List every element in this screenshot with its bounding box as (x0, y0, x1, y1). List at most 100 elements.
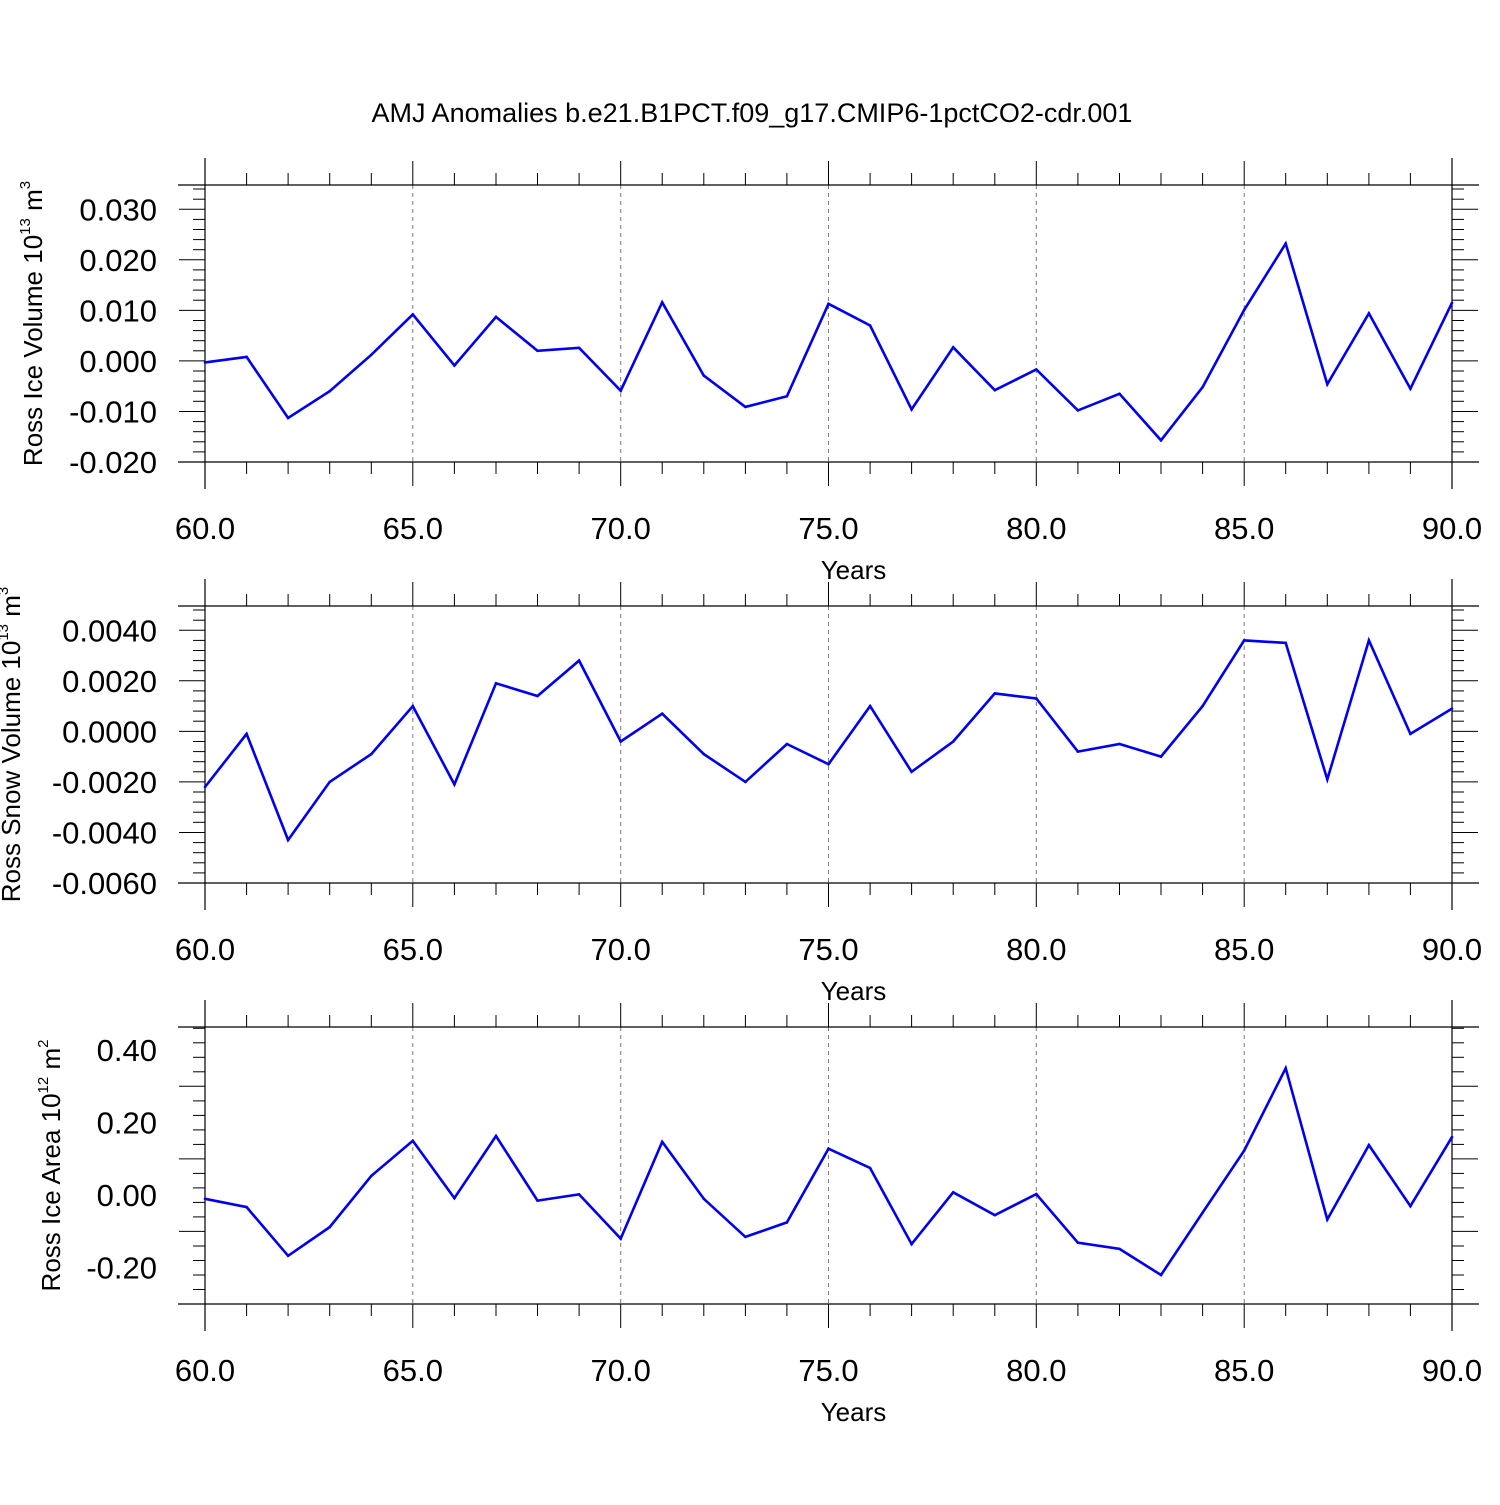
data-point (868, 704, 872, 708)
data-point (744, 780, 747, 784)
x-tick-label: 60.0 (175, 511, 235, 546)
data-point (245, 732, 248, 736)
y-axis-title-unit: m (0, 595, 26, 624)
data-point (744, 405, 747, 409)
panel-1: 60.0 65.0 70.0 75.0 80.0 85.0 90.0 -0.020 -0.010… (17, 158, 1482, 585)
data-point (619, 740, 622, 743)
y-axis-title: Ross Snow Volume 1013 m3 (0, 587, 26, 903)
data-point (744, 1235, 747, 1239)
panel-2: 60.0 65.0 70.0 75.0 80.0 85.0 90.0 -0.0060 -0.00… (0, 579, 1482, 1006)
y-axis-title-unit: m (18, 189, 48, 218)
y-axis-title-unit-exponent: 2 (35, 1040, 52, 1048)
x-tick-label: 75.0 (798, 932, 858, 967)
data-point (411, 704, 415, 708)
x-tick-label: 80.0 (1006, 1353, 1066, 1388)
data-point (203, 785, 207, 789)
y-axis-title-exponent: 13 (0, 624, 12, 641)
x-tick-label: 75.0 (798, 511, 858, 546)
y-axis-title: Ross Ice Volume 1013 m3 (17, 181, 48, 466)
data-point (1076, 409, 1080, 412)
data-point (370, 1174, 373, 1178)
data-point (494, 1134, 498, 1138)
y-axis-title-base: Ross Ice Volume 10 (18, 235, 48, 466)
data-point (411, 313, 415, 316)
data-point (1201, 385, 1204, 389)
data-point (1450, 301, 1454, 305)
data-point (536, 694, 539, 698)
data-point (1159, 439, 1163, 442)
data-point (1450, 1135, 1454, 1139)
panel-3: 60.0 65.0 70.0 75.0 80.0 85.0 90.0 -0.20 0.00 0.2… (35, 1000, 1482, 1427)
x-axis-title: Years (821, 555, 887, 585)
y-tick-label: 0.0000 (62, 714, 157, 749)
data-point (910, 770, 913, 774)
data-point (868, 324, 872, 327)
x-tick-label: 70.0 (591, 511, 651, 546)
data-point (785, 395, 789, 398)
data-point (1035, 368, 1038, 371)
y-tick-label: 0.0020 (62, 664, 157, 699)
y-axis-title-base: Ross Ice Area 10 (36, 1093, 66, 1291)
data-point (951, 1191, 955, 1194)
data-point (1450, 707, 1454, 710)
y-tick-label: -0.020 (69, 445, 157, 480)
y-axis-title-exponent: 12 (35, 1077, 52, 1094)
y-tick-label: 0.40 (97, 1033, 157, 1068)
y-tick-label: -0.0020 (52, 765, 157, 800)
y-tick-label: 0.020 (79, 243, 157, 278)
data-point (286, 416, 290, 420)
data-point (619, 1237, 622, 1240)
data-point (370, 752, 373, 756)
data-point (494, 682, 498, 685)
data-point (370, 353, 373, 357)
x-tick-label: 90.0 (1422, 1353, 1482, 1388)
y-tick-label: 0.010 (79, 293, 157, 328)
data-point (286, 1254, 290, 1258)
y-tick-label: 0.0040 (62, 613, 157, 648)
y-tick-label: 0.20 (97, 1106, 157, 1141)
data-point (453, 1196, 456, 1200)
data-point (328, 780, 332, 784)
data-point (1409, 732, 1412, 736)
data-point (993, 1213, 997, 1217)
data-point (245, 355, 248, 359)
data-point (868, 1166, 872, 1170)
data-point (702, 1197, 706, 1201)
x-tick-label: 85.0 (1214, 511, 1274, 546)
data-point (1284, 641, 1287, 645)
y-axis-title-unit: m (36, 1048, 66, 1077)
data-point (577, 346, 581, 350)
data-point (245, 1205, 248, 1209)
x-tick-label: 80.0 (1006, 511, 1066, 546)
data-point (1326, 778, 1329, 781)
x-tick-label: 60.0 (175, 932, 235, 967)
x-tick-label: 65.0 (383, 1353, 443, 1388)
data-point (1367, 312, 1371, 315)
x-axis-title: Years (821, 976, 887, 1006)
data-point (619, 389, 622, 393)
x-tick-label: 90.0 (1422, 511, 1482, 546)
data-point (328, 389, 332, 393)
data-point (1076, 750, 1080, 753)
data-point (577, 659, 581, 662)
data-point (1284, 242, 1287, 245)
data-point (494, 315, 498, 319)
data-point (411, 1139, 415, 1143)
y-tick-label: -0.0060 (52, 866, 157, 901)
data-point (1409, 387, 1412, 391)
data-point (1076, 1241, 1080, 1244)
data-point (785, 742, 789, 746)
data-point (1367, 1143, 1371, 1147)
data-point (1284, 1066, 1287, 1070)
data-point (702, 752, 706, 756)
data-point (1035, 1192, 1038, 1196)
y-axis-title-base: Ross Snow Volume 10 (0, 641, 26, 903)
data-point (660, 301, 664, 304)
x-tick-label: 60.0 (175, 1353, 235, 1388)
data-point (660, 1140, 664, 1144)
x-tick-label: 65.0 (383, 511, 443, 546)
data-point (1159, 1273, 1163, 1277)
data-point (328, 1225, 332, 1229)
data-point (577, 1193, 581, 1196)
